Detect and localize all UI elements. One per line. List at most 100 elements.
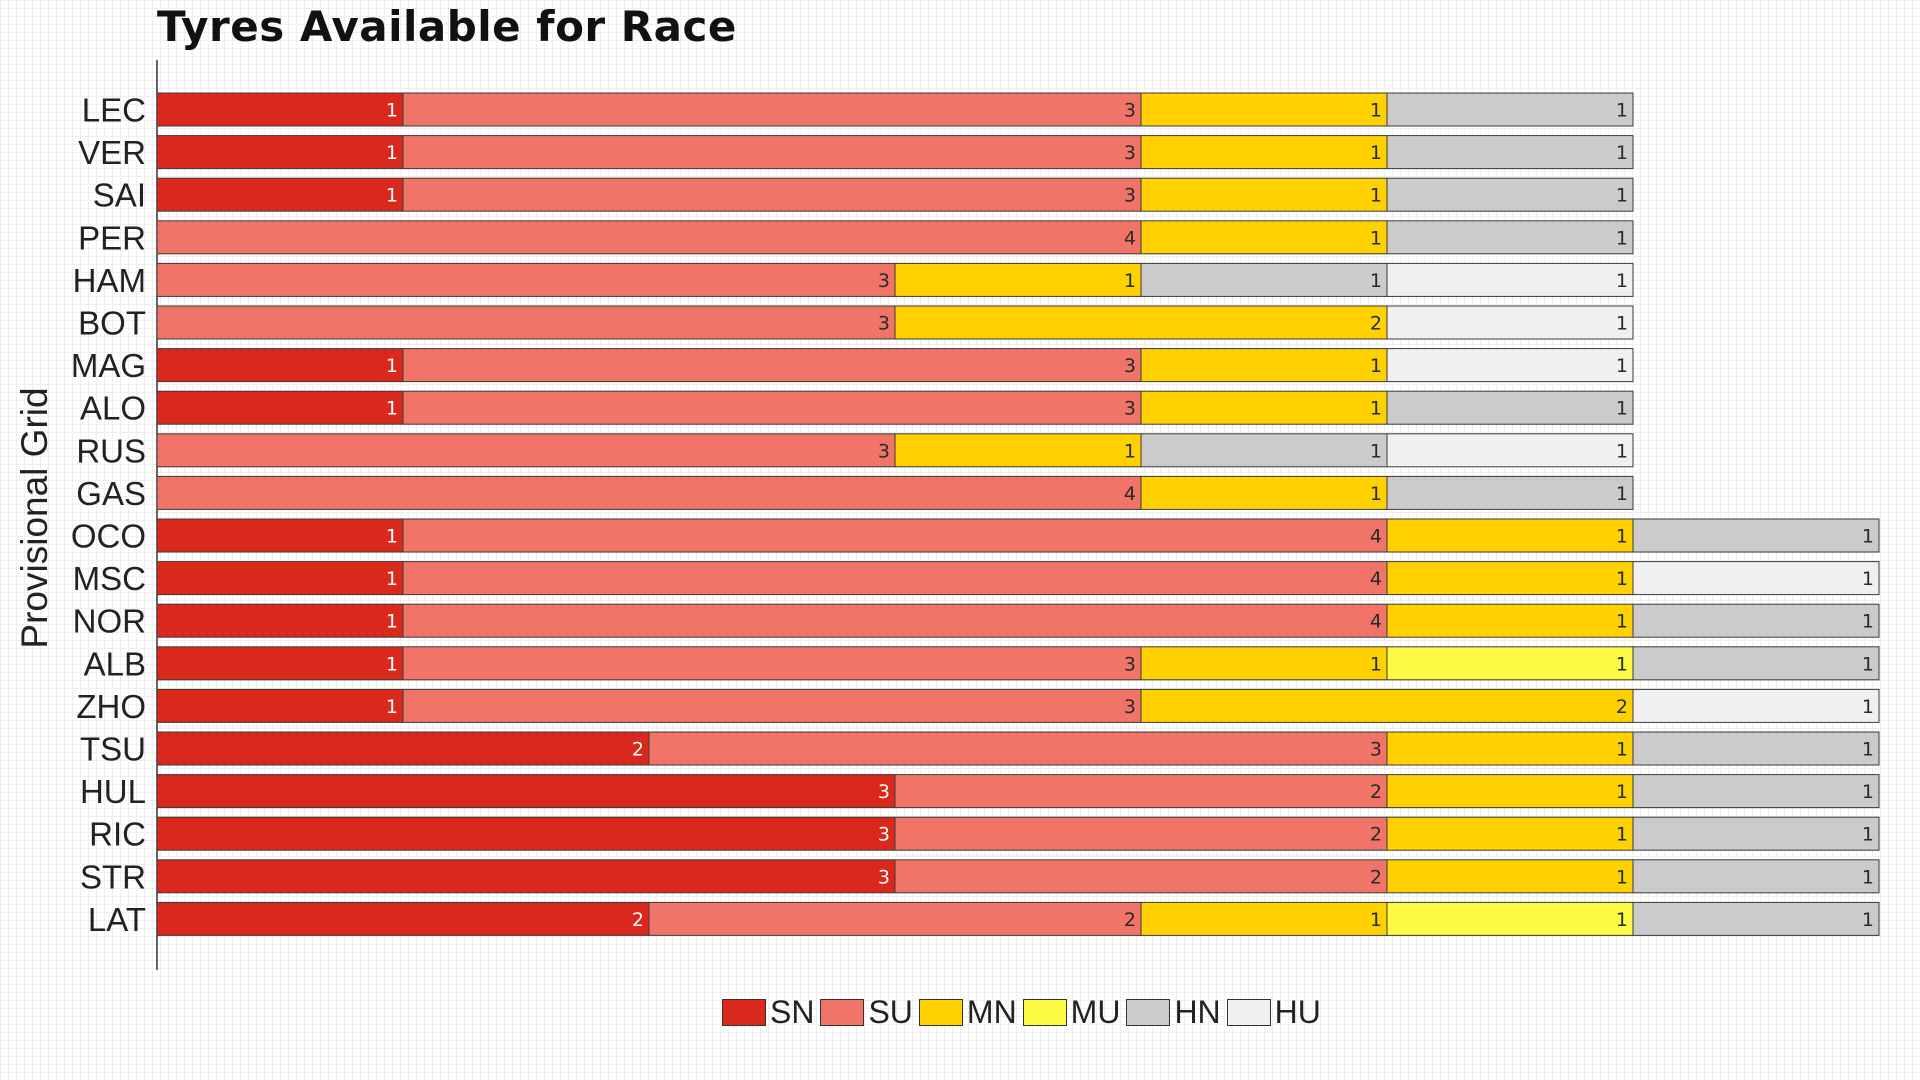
bar-value-label: 1 bbox=[386, 526, 398, 548]
bar-segment-hn bbox=[1140, 262, 1388, 297]
bar-segment-hn bbox=[1632, 816, 1880, 851]
bar-segment-mu bbox=[1386, 646, 1634, 681]
y-tick-label: LAT bbox=[88, 901, 146, 938]
bar-value-label: 1 bbox=[1616, 185, 1628, 207]
bar-segment-mn bbox=[1386, 561, 1634, 596]
y-tick-label: MAG bbox=[71, 347, 146, 384]
bar-value-label: 1 bbox=[1862, 611, 1874, 633]
bar-value-label: 1 bbox=[1616, 313, 1628, 335]
bar-segment-su bbox=[156, 475, 1142, 510]
bar-value-label: 3 bbox=[1370, 739, 1382, 761]
bar-segment-hu bbox=[1386, 305, 1634, 340]
bar-segment-hn bbox=[1632, 646, 1880, 681]
legend-label-su: SU bbox=[868, 993, 913, 1030]
legend: SN SU MN MU HN HU bbox=[722, 992, 1327, 1032]
bar-segment-su bbox=[402, 135, 1142, 170]
bar-value-label: 3 bbox=[878, 824, 890, 846]
bar-value-label: 1 bbox=[1616, 653, 1628, 675]
y-tick-label: ZHO bbox=[76, 688, 146, 725]
y-tick-label: OCO bbox=[71, 518, 146, 555]
bar-segment-hn bbox=[1632, 859, 1880, 894]
bar-value-label: 1 bbox=[386, 142, 398, 164]
bar-row-zho: ZHO 1 3 2 1 bbox=[76, 688, 1880, 725]
legend-swatch-mu bbox=[1022, 998, 1067, 1026]
bar-value-label: 1 bbox=[1370, 398, 1382, 420]
bar-segment-su bbox=[156, 305, 896, 340]
bar-value-label: 2 bbox=[1370, 866, 1382, 888]
bar-value-label: 1 bbox=[386, 398, 398, 420]
bar-value-label: 1 bbox=[1616, 611, 1628, 633]
bar-value-label: 1 bbox=[1370, 653, 1382, 675]
bar-value-label: 1 bbox=[386, 653, 398, 675]
bar-segment-su bbox=[156, 262, 896, 297]
bar-segment-su bbox=[894, 774, 1388, 809]
bar-value-label: 4 bbox=[1370, 611, 1382, 633]
bar-row-per: PER 4 1 1 bbox=[78, 219, 1634, 256]
bar-segment-hu bbox=[1632, 688, 1880, 723]
bar-value-label: 3 bbox=[878, 270, 890, 292]
bar-segment-mn bbox=[1386, 731, 1634, 766]
y-tick-label: MSC bbox=[73, 560, 146, 597]
bar-value-label: 2 bbox=[1616, 696, 1628, 718]
bar-segment-hn bbox=[1632, 518, 1880, 553]
bar-segment-su bbox=[402, 688, 1142, 723]
bar-segment-mn bbox=[1140, 92, 1388, 127]
bar-segment-sn bbox=[156, 561, 404, 596]
bar-value-label: 2 bbox=[1370, 781, 1382, 803]
legend-item-hn: HN bbox=[1126, 993, 1221, 1031]
bar-value-label: 2 bbox=[1370, 824, 1382, 846]
bar-segment-sn bbox=[156, 603, 404, 638]
bar-row-oco: OCO 1 4 1 1 bbox=[71, 518, 1880, 555]
bar-segment-mn bbox=[1386, 859, 1634, 894]
bar-segment-sn bbox=[156, 518, 404, 553]
bar-value-label: 3 bbox=[1124, 398, 1136, 420]
bar-segment-su bbox=[648, 731, 1388, 766]
bar-segment-sn bbox=[156, 92, 404, 127]
bar-value-label: 2 bbox=[1370, 313, 1382, 335]
bar-value-label: 1 bbox=[386, 696, 398, 718]
bar-value-label: 1 bbox=[1370, 355, 1382, 377]
bar-value-label: 1 bbox=[1616, 739, 1628, 761]
bar-value-label: 1 bbox=[1862, 653, 1874, 675]
bar-value-label: 1 bbox=[1616, 526, 1628, 548]
bar-row-mag: MAG 1 3 1 1 bbox=[71, 347, 1634, 384]
bar-value-label: 4 bbox=[1370, 526, 1382, 548]
bar-value-label: 2 bbox=[632, 739, 644, 761]
bar-value-label: 1 bbox=[1862, 526, 1874, 548]
bar-segment-su bbox=[402, 348, 1142, 383]
bar-segment-hn bbox=[1386, 390, 1634, 425]
legend-label-sn: SN bbox=[770, 993, 815, 1030]
legend-swatch-hn bbox=[1126, 998, 1171, 1026]
bar-segment-sn bbox=[156, 135, 404, 170]
bar-segment-su bbox=[402, 646, 1142, 681]
bar-value-label: 1 bbox=[1616, 824, 1628, 846]
legend-label-hn: HN bbox=[1174, 993, 1221, 1030]
bar-segment-hu bbox=[1386, 433, 1634, 468]
legend-item-mn: MN bbox=[918, 994, 1017, 1031]
bar-segment-su bbox=[402, 603, 1388, 638]
y-tick-label: HAM bbox=[73, 262, 146, 299]
bar-value-label: 3 bbox=[1124, 696, 1136, 718]
bar-segment-su bbox=[402, 390, 1142, 425]
bar-value-label: 1 bbox=[386, 355, 398, 377]
bar-row-rus: RUS 3 1 1 1 bbox=[76, 432, 1634, 469]
bar-value-label: 1 bbox=[386, 611, 398, 633]
bar-row-sai: SAI 1 3 1 1 bbox=[93, 177, 1634, 214]
bar-row-alo: ALO 1 3 1 1 bbox=[80, 390, 1634, 427]
bar-value-label: 1 bbox=[1370, 440, 1382, 462]
bar-value-label: 3 bbox=[878, 781, 890, 803]
bar-row-msc: MSC 1 4 1 1 bbox=[73, 560, 1880, 597]
bar-segment-hn bbox=[1632, 603, 1880, 638]
bar-value-label: 1 bbox=[1862, 781, 1874, 803]
bar-segment-mu bbox=[1386, 901, 1634, 936]
bar-segment-su bbox=[648, 901, 1142, 936]
y-tick-label: PER bbox=[78, 219, 146, 256]
bar-segment-sn bbox=[156, 859, 896, 894]
bar-value-label: 1 bbox=[1862, 909, 1874, 931]
bar-value-label: 1 bbox=[1616, 866, 1628, 888]
bar-value-label: 1 bbox=[1616, 398, 1628, 420]
y-tick-label: GAS bbox=[76, 475, 146, 512]
bar-segment-sn bbox=[156, 390, 404, 425]
bar-value-label: 1 bbox=[386, 185, 398, 207]
y-tick-label: NOR bbox=[73, 603, 146, 640]
